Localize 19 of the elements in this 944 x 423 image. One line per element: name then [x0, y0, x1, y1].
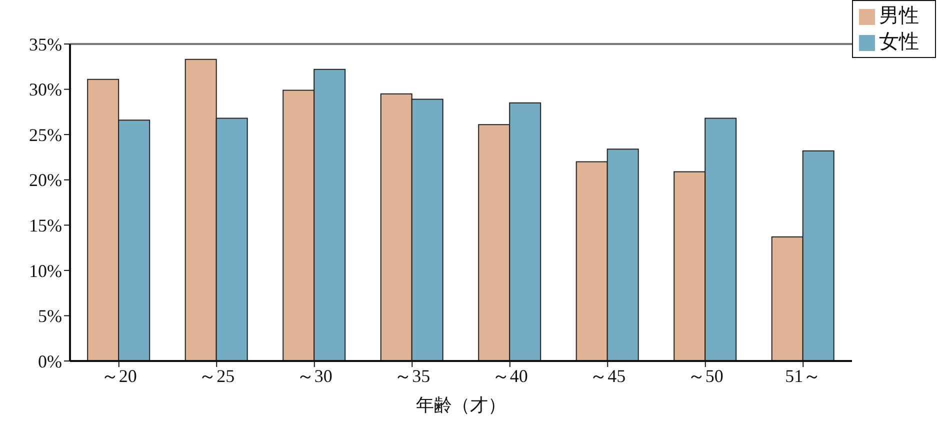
x-tick-label: ～45 [590, 366, 626, 386]
y-tick-label: 10% [29, 260, 62, 281]
x-tick-label: ～35 [394, 366, 430, 386]
y-tick-label: 5% [38, 306, 62, 326]
y-tick-label: 35% [29, 34, 62, 54]
y-tick-label: 30% [29, 80, 62, 100]
y-tick-label: 15% [29, 216, 62, 236]
y-tick-label: 25% [29, 124, 62, 145]
x-tick-label: ～30 [296, 366, 332, 386]
x-tick-label: ～25 [198, 366, 235, 386]
legend-label: 男性 [879, 5, 919, 27]
x-tick-label: ～40 [492, 366, 528, 386]
x-axis-title: 年齢（才） [416, 395, 506, 415]
y-tick-label: 0% [38, 351, 62, 372]
x-tick-label: ～20 [100, 366, 137, 386]
x-tick-label: 51～ [785, 366, 822, 386]
x-tick-label: ～50 [687, 366, 724, 386]
legend-label: 女性 [879, 31, 919, 53]
y-tick-label: 20% [29, 170, 62, 190]
